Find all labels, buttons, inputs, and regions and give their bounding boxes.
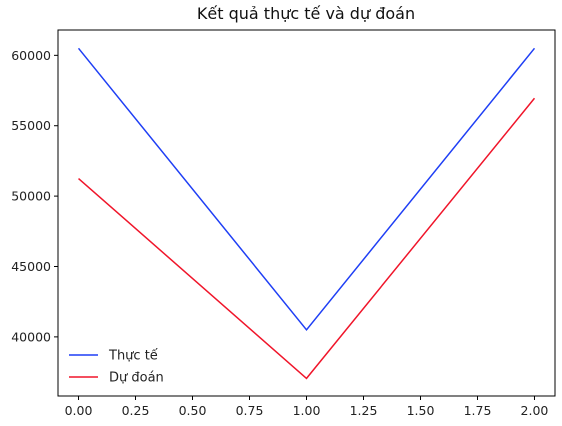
x-tick-label: 0.25 [122, 403, 150, 418]
series-line-actual [77, 47, 536, 332]
x-tick-label: 1.75 [464, 403, 492, 418]
x-tick-label: 0.00 [65, 403, 93, 418]
series-line-predicted [78, 97, 536, 380]
y-tick-label: 45000 [11, 259, 51, 274]
y-tick-label: 40000 [11, 329, 51, 344]
x-axis: 0.00 0.25 0.50 0.75 1.00 1.25 1.50 1.75 2.00 [65, 396, 549, 418]
y-axis: 40000 45000 50000 55000 60000 [11, 48, 58, 344]
legend-label: Thực tế [108, 349, 158, 364]
y-tick-label: 60000 [11, 48, 51, 63]
legend: Thực tế Dự đoán [69, 349, 164, 386]
series-layer [77, 47, 536, 380]
chart-title: Kết quả thực tế và dự đoán [197, 4, 415, 23]
x-tick-label: 1.50 [407, 403, 435, 418]
y-tick-label: 50000 [11, 189, 51, 204]
legend-label: Dự đoán [109, 371, 164, 386]
x-tick-label: 2.00 [521, 403, 549, 418]
x-tick-label: 0.50 [179, 403, 207, 418]
x-tick-label: 1.25 [350, 403, 378, 418]
x-tick-label: 0.75 [236, 403, 264, 418]
x-tick-label: 1.00 [293, 403, 321, 418]
y-tick-label: 55000 [11, 118, 51, 133]
